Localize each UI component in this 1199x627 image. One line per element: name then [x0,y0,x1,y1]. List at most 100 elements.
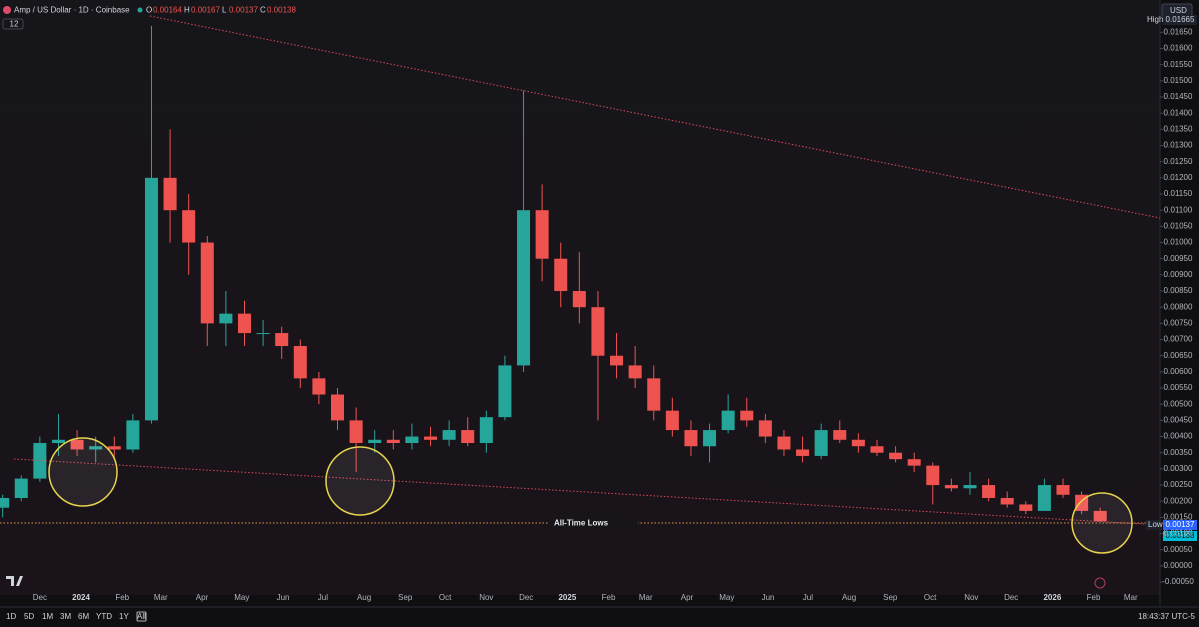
x-tick-label: May [234,593,249,602]
y-tick-label: 0.01450 [1164,92,1193,101]
candle-body [14,478,28,498]
highlight-circle [325,446,395,516]
candle-body [200,242,214,324]
candle-body [740,410,754,421]
candle-body [89,446,103,450]
x-tick-label: 2025 [558,593,576,602]
indicator-box[interactable] [2,18,24,30]
candle-body [349,420,363,444]
candle-body [330,394,345,421]
x-tick-label: Aug [842,593,856,602]
candle-body [554,258,568,292]
candle-body [312,378,326,395]
high-value: 0.01665 [1166,15,1195,24]
y-tick-label: 0.01200 [1164,173,1193,182]
indicator[interactable]: 12 [10,20,19,29]
range-button[interactable]: 1Y [119,612,129,621]
candle-body [256,333,270,335]
y-tick-label: 0.00700 [1164,335,1193,344]
candle-body [926,465,940,486]
candle-body [517,210,531,366]
y-tick-label: 0.00100 [1164,529,1193,538]
candle-body [591,307,605,356]
candle-body [219,313,233,324]
range-button[interactable]: All [137,612,146,621]
y-tick-label: 0.00150 [1164,513,1193,522]
candle-body [963,485,977,489]
candle-body [442,430,456,440]
candle-body [628,365,642,379]
ohlc-key: C [260,6,266,15]
x-tick-label: Apr [196,593,209,602]
logo[interactable] [6,576,23,586]
y-tick-label: 0.00000 [1164,561,1193,570]
candle-body [833,430,847,440]
y-tick-label: 0.00050 [1164,545,1193,554]
candle-body [107,446,121,450]
candle-body [851,439,865,447]
x-tick-label: Mar [639,593,653,602]
y-tick-label: 0.00950 [1164,254,1193,263]
candle-body [796,449,810,456]
range-button[interactable]: YTD [96,612,112,621]
candle-body [1056,485,1070,495]
low-tag: Low [1148,520,1163,529]
candle-body [535,210,549,259]
y-tick-label: 0.01350 [1164,124,1193,133]
range-button[interactable]: 1D [6,612,16,621]
candle-body [0,497,10,508]
trend-line [149,15,1161,219]
y-tick-label: 0.00250 [1164,480,1193,489]
ohlc-key: O [146,6,152,15]
candle-body [572,291,586,308]
calendar-icon[interactable] [136,611,147,622]
symbol[interactable]: Amp / US Dollar · 1D · Coinbase [14,6,130,15]
x-tick-label: Mar [1124,593,1138,602]
x-tick-label: Aug [357,593,371,602]
ohlc-value: 0.00137 [229,6,258,15]
low-value: 0.00137 [1166,520,1195,529]
y-tick-label: 0.01500 [1164,76,1193,85]
range-button[interactable]: 3M [60,612,71,621]
last-price: 0.00138 [1166,531,1195,540]
x-tick-label: Jun [277,593,290,602]
y-tick-label: 0.01550 [1164,60,1193,69]
highlight-circle [48,437,118,507]
candle-body [1093,510,1107,522]
currency[interactable]: USD [1170,6,1187,15]
y-tick-label: -0.00050 [1162,577,1194,586]
candle-body [684,430,698,447]
symbol-icon [3,6,11,14]
x-tick-label: Jul [318,593,328,602]
y-tick-label: 0.00850 [1164,286,1193,295]
y-tick-label: 0.01600 [1164,44,1193,53]
range-button[interactable]: 6M [78,612,89,621]
x-tick-label: Jul [803,593,813,602]
x-tick-label: Feb [602,593,616,602]
event-icon[interactable] [1094,577,1106,589]
x-tick-label: Oct [924,593,937,602]
candle-body [814,430,828,456]
candle-body [1000,497,1014,505]
y-tick-label: 0.01150 [1164,189,1193,198]
y-tick-label: 0.00450 [1164,415,1193,424]
candle-body [721,410,735,431]
y-tick-label: 0.01000 [1164,238,1193,247]
candle-body [237,313,252,334]
y-tick-label: 0.00300 [1164,464,1193,473]
y-tick-label: 0.00350 [1164,448,1193,457]
y-tick-label: 0.01100 [1164,205,1193,214]
x-tick-label: Sep [883,593,898,602]
ohlc-value: 0.00138 [267,6,296,15]
y-tick-label: 0.00550 [1164,383,1193,392]
range-button[interactable]: 1M [42,612,53,621]
candle-body [889,452,903,460]
range-button[interactable]: 5D [24,612,34,621]
x-tick-label: Nov [479,593,493,602]
candle-body [275,333,289,347]
x-tick-label: Mar [154,593,168,602]
y-tick-label: 0.00750 [1164,318,1193,327]
y-tick-label: 0.00400 [1164,432,1193,441]
low-box [1163,520,1197,530]
